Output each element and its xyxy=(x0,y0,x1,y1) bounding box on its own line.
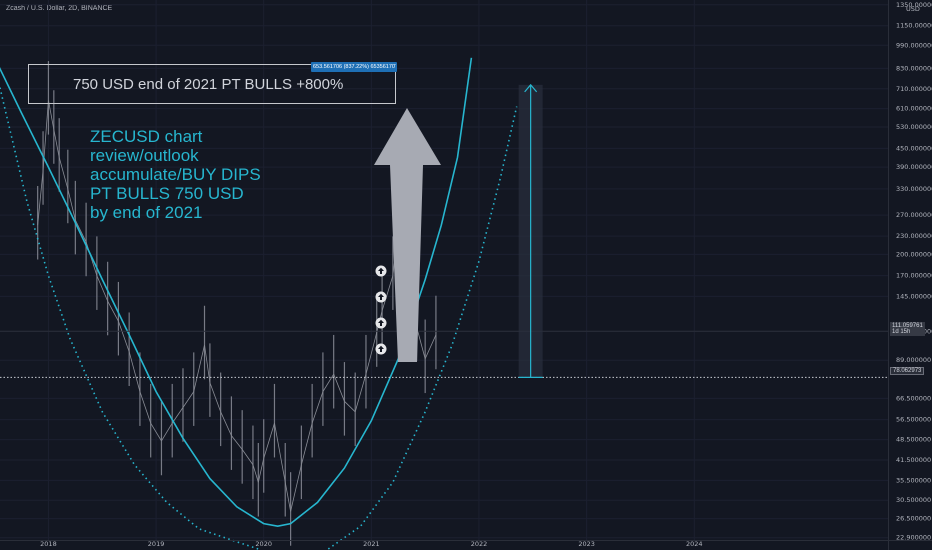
price-path xyxy=(171,407,184,424)
candle-series xyxy=(37,61,437,546)
price-path xyxy=(252,464,259,483)
price-path xyxy=(257,458,265,483)
y-tick-label: 145.000000 xyxy=(896,292,932,300)
horizontal-line-tag: 78.062973 xyxy=(890,367,925,375)
price-path xyxy=(182,391,195,408)
up-badge-arrow-icon xyxy=(378,345,384,352)
y-tick-label: 990.000000 xyxy=(896,41,932,49)
time-axis: 2018 2019 2020 2021 2022 2023 2024 xyxy=(0,540,932,548)
note-line: PT BULLS 750 USD xyxy=(90,184,244,203)
price-path xyxy=(48,100,55,130)
chart-grid xyxy=(0,0,888,540)
y-tick-label: 830.000000 xyxy=(896,64,932,72)
note-line: ZECUSD chart xyxy=(90,127,203,146)
y-tick-label: 530.000000 xyxy=(896,123,932,131)
y-tick-label: 710.000000 xyxy=(896,85,932,93)
price-path xyxy=(37,170,44,226)
chart-note[interactable]: ZECUSD chart review/outlook accumulate/B… xyxy=(90,127,261,222)
price-path xyxy=(209,382,222,412)
price-path xyxy=(220,411,232,436)
price-path xyxy=(139,391,152,424)
price-path xyxy=(354,374,367,412)
note-line: by end of 2021 xyxy=(90,203,203,222)
price-path xyxy=(300,423,313,465)
price-path xyxy=(344,401,356,413)
y-tick-label: 390.000000 xyxy=(896,163,932,171)
current-price-tag: 111.059761 1d 15h xyxy=(890,322,925,336)
y-tick-label: 66.500000 xyxy=(896,394,931,402)
price-path xyxy=(231,435,243,450)
price-path xyxy=(284,482,292,512)
note-line: accumulate/BUY DIPS xyxy=(90,165,261,184)
y-tick-label: 1350.000000 xyxy=(896,1,932,9)
price-path xyxy=(96,275,109,302)
y-tick-label: 200.000000 xyxy=(896,250,932,258)
symbol-title: Zcash / U.S. Dollar, 2D, BINANCE xyxy=(6,5,113,12)
y-tick-label: 450.000000 xyxy=(896,144,932,152)
x-tick-label: 2020 xyxy=(255,540,272,548)
y-tick-label: 89.000000 xyxy=(896,356,931,364)
price-path xyxy=(263,423,275,459)
x-tick-label: 2024 xyxy=(686,540,703,548)
y-tick-label: 610.000000 xyxy=(896,105,932,113)
parabola-dotted xyxy=(0,84,259,550)
price-path xyxy=(416,326,426,359)
up-arrow-badges xyxy=(375,265,387,355)
price-path xyxy=(161,422,173,442)
price-path xyxy=(107,300,119,322)
measure-tool xyxy=(518,83,543,378)
price-path xyxy=(365,332,378,375)
countdown-value: 1d 15h xyxy=(892,329,911,335)
x-tick-label: 2019 xyxy=(148,540,165,548)
y-tick-label: 270.000000 xyxy=(896,211,932,219)
x-tick-label: 2021 xyxy=(363,540,380,548)
target-box[interactable]: 750 USD end of 2021 PT BULLS +800% xyxy=(28,64,396,104)
price-path xyxy=(42,100,49,171)
price-path xyxy=(204,344,211,383)
price-path xyxy=(333,374,345,402)
price-path xyxy=(193,344,205,392)
price-path xyxy=(322,373,335,392)
big-up-arrow-shape xyxy=(374,108,441,362)
big-up-arrow xyxy=(374,108,441,362)
price-path xyxy=(424,334,437,359)
up-badge-arrow-icon xyxy=(378,319,384,326)
note-line: review/outlook xyxy=(90,146,199,165)
price-path xyxy=(381,275,394,311)
y-tick-label: 41.500000 xyxy=(896,456,931,464)
horizontal-line xyxy=(0,330,888,378)
y-tick-label: 30.500000 xyxy=(896,496,931,504)
price-path xyxy=(290,464,302,512)
y-tick-label: 22.900000 xyxy=(896,534,931,542)
current-price-value: 111.059761 xyxy=(892,323,923,329)
x-tick-label: 2018 xyxy=(40,540,57,548)
price-path xyxy=(118,321,130,352)
x-tick-label: 2022 xyxy=(471,540,488,548)
y-tick-label: 170.000000 xyxy=(896,272,932,280)
y-unit-label: USD xyxy=(906,5,920,13)
price-path xyxy=(150,422,162,442)
price-path xyxy=(58,157,69,190)
y-tick-label: 230.000000 xyxy=(896,232,932,240)
price-path xyxy=(53,129,60,158)
y-tick-label: 56.500000 xyxy=(896,416,931,424)
y-tick-label: 1150.000000 xyxy=(896,22,932,30)
measure-arrowhead xyxy=(524,83,538,93)
price-axis: 22.900000 26.500000 30.500000 35.500000 41.5… xyxy=(888,0,932,550)
y-tick-label: 35.500000 xyxy=(896,476,931,484)
price-path xyxy=(311,391,324,424)
price-path xyxy=(241,449,254,466)
price-path xyxy=(128,351,141,392)
measure-label: 653.561706 (837.22%) 65356170̆ xyxy=(311,62,397,72)
x-tick-label: 2023 xyxy=(578,540,595,548)
price-path xyxy=(67,188,76,221)
up-badge-arrow-icon xyxy=(378,293,384,300)
price-path xyxy=(74,219,87,243)
y-tick-label: 48.500000 xyxy=(896,436,931,444)
y-tick-label: 26.500000 xyxy=(896,515,931,523)
up-badge-arrow-icon xyxy=(378,267,384,274)
price-path xyxy=(274,423,286,483)
y-tick-label: 330.000000 xyxy=(896,185,932,193)
